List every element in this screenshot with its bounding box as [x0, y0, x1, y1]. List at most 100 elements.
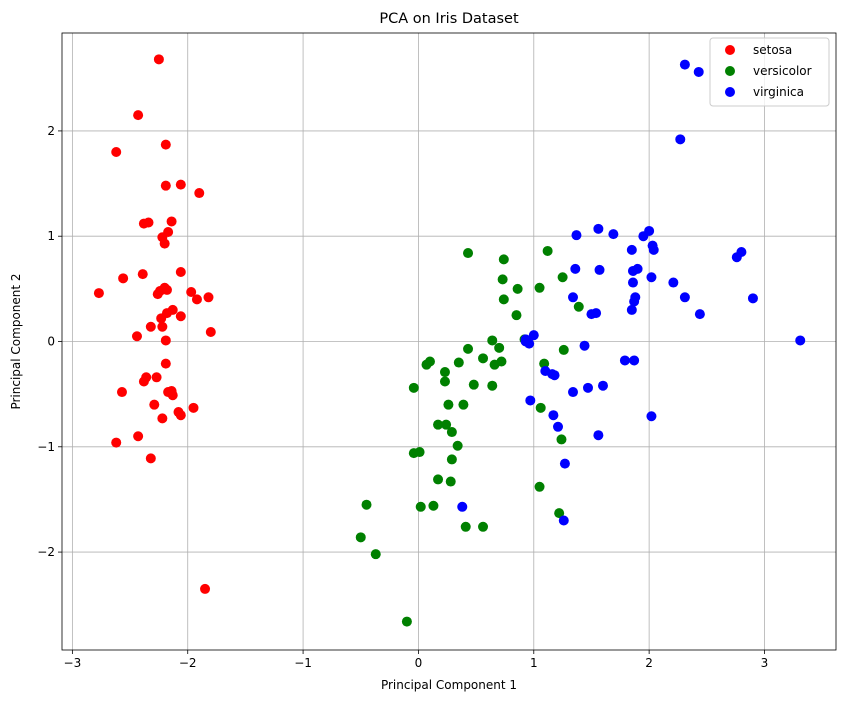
data-point-setosa: [203, 292, 214, 303]
data-point-versicolor: [463, 343, 474, 354]
data-point-setosa: [188, 402, 199, 413]
data-point-versicolor: [408, 382, 419, 393]
data-point-virginica: [570, 263, 581, 274]
data-point-versicolor: [512, 283, 523, 294]
y-tick-label: 0: [47, 335, 55, 349]
data-point-setosa: [143, 217, 154, 228]
data-point-setosa: [145, 453, 156, 464]
data-point-versicolor: [415, 501, 426, 512]
data-point-versicolor: [554, 508, 565, 519]
data-point-setosa: [137, 269, 148, 280]
data-point-versicolor: [558, 344, 569, 355]
data-point-setosa: [152, 289, 163, 300]
y-axis-label: Principal Component 2: [9, 273, 23, 409]
data-point-virginica: [648, 244, 659, 255]
data-point-virginica: [619, 355, 630, 366]
data-point-versicolor: [439, 367, 450, 378]
data-point-versicolor: [494, 342, 505, 353]
data-point-versicolor: [445, 476, 456, 487]
data-point-versicolor: [539, 358, 550, 369]
data-point-virginica: [524, 338, 535, 349]
data-point-setosa: [166, 216, 177, 227]
data-point-setosa: [175, 267, 186, 278]
data-point-virginica: [668, 277, 679, 288]
data-point-setosa: [153, 54, 164, 65]
data-point-virginica: [694, 309, 705, 320]
data-point-virginica: [638, 231, 649, 242]
data-point-virginica: [629, 355, 640, 366]
data-point-setosa: [111, 146, 122, 157]
data-point-setosa: [186, 287, 197, 298]
data-point-virginica: [548, 410, 559, 421]
data-point-setosa: [160, 180, 171, 191]
data-point-versicolor: [498, 294, 509, 305]
data-point-virginica: [629, 296, 640, 307]
legend: setosa versicolor virginica: [709, 37, 830, 107]
data-point-setosa: [160, 139, 171, 150]
data-point-virginica: [679, 59, 690, 70]
data-point-setosa: [159, 238, 170, 249]
data-point-versicolor: [460, 521, 471, 532]
data-point-versicolor: [433, 474, 444, 485]
data-point-versicolor: [573, 301, 584, 312]
legend-label-setosa: setosa: [753, 43, 792, 57]
data-point-virginica: [582, 382, 593, 393]
y-tick-label: 1: [47, 229, 55, 243]
y-tick-label: 2: [47, 124, 55, 138]
data-point-virginica: [646, 411, 657, 422]
data-point-versicolor: [557, 272, 568, 283]
data-point-virginica: [626, 304, 637, 315]
data-point-virginica: [579, 340, 590, 351]
data-point-setosa: [111, 437, 122, 448]
data-point-setosa: [200, 583, 211, 594]
data-point-versicolor: [478, 353, 489, 364]
data-point-virginica: [549, 370, 560, 381]
data-point-virginica: [626, 244, 637, 255]
data-point-versicolor: [355, 532, 366, 543]
y-tick-label: −2: [37, 545, 55, 559]
axis-ticks: −3 −2 −1 0 1 2 3 −2 −1 0 1 2: [37, 124, 768, 670]
x-tick-label: −2: [179, 656, 197, 670]
data-point-versicolor: [446, 427, 457, 438]
data-point-virginica: [731, 252, 742, 263]
data-point-setosa: [131, 331, 142, 342]
data-point-setosa: [138, 376, 149, 387]
data-point-versicolor: [443, 399, 454, 410]
data-point-versicolor: [453, 357, 464, 368]
x-axis-label: Principal Component 1: [381, 678, 517, 692]
data-point-versicolor: [489, 359, 500, 370]
data-point-setosa: [175, 311, 186, 322]
data-point-virginica: [627, 277, 638, 288]
data-point-virginica: [525, 395, 536, 406]
data-point-versicolor: [414, 447, 425, 458]
data-point-versicolor: [468, 379, 479, 390]
data-point-virginica: [675, 134, 686, 145]
data-point-setosa: [175, 410, 186, 421]
data-point-virginica: [568, 292, 579, 303]
data-point-versicolor: [487, 335, 498, 346]
data-point-versicolor: [458, 399, 469, 410]
data-point-virginica: [586, 309, 597, 320]
data-point-setosa: [157, 321, 168, 332]
data-point-setosa: [191, 294, 202, 305]
data-point-versicolor: [487, 380, 498, 391]
data-point-versicolor: [439, 376, 450, 387]
legend-marker-virginica: [725, 87, 735, 97]
data-point-setosa: [116, 387, 127, 398]
data-point-virginica: [457, 501, 468, 512]
data-point-setosa: [205, 327, 216, 338]
data-point-virginica: [646, 272, 657, 283]
data-point-setosa: [156, 313, 167, 324]
data-point-setosa: [175, 179, 186, 190]
data-point-virginica: [597, 380, 608, 391]
data-point-versicolor: [463, 248, 474, 259]
data-point-setosa: [133, 431, 144, 442]
data-point-virginica: [594, 264, 605, 275]
data-point-virginica: [593, 430, 604, 441]
data-point-virginica: [608, 229, 619, 240]
grid-lines: [62, 33, 836, 650]
data-point-versicolor: [401, 616, 412, 627]
data-point-virginica: [679, 292, 690, 303]
data-point-setosa: [167, 390, 178, 401]
